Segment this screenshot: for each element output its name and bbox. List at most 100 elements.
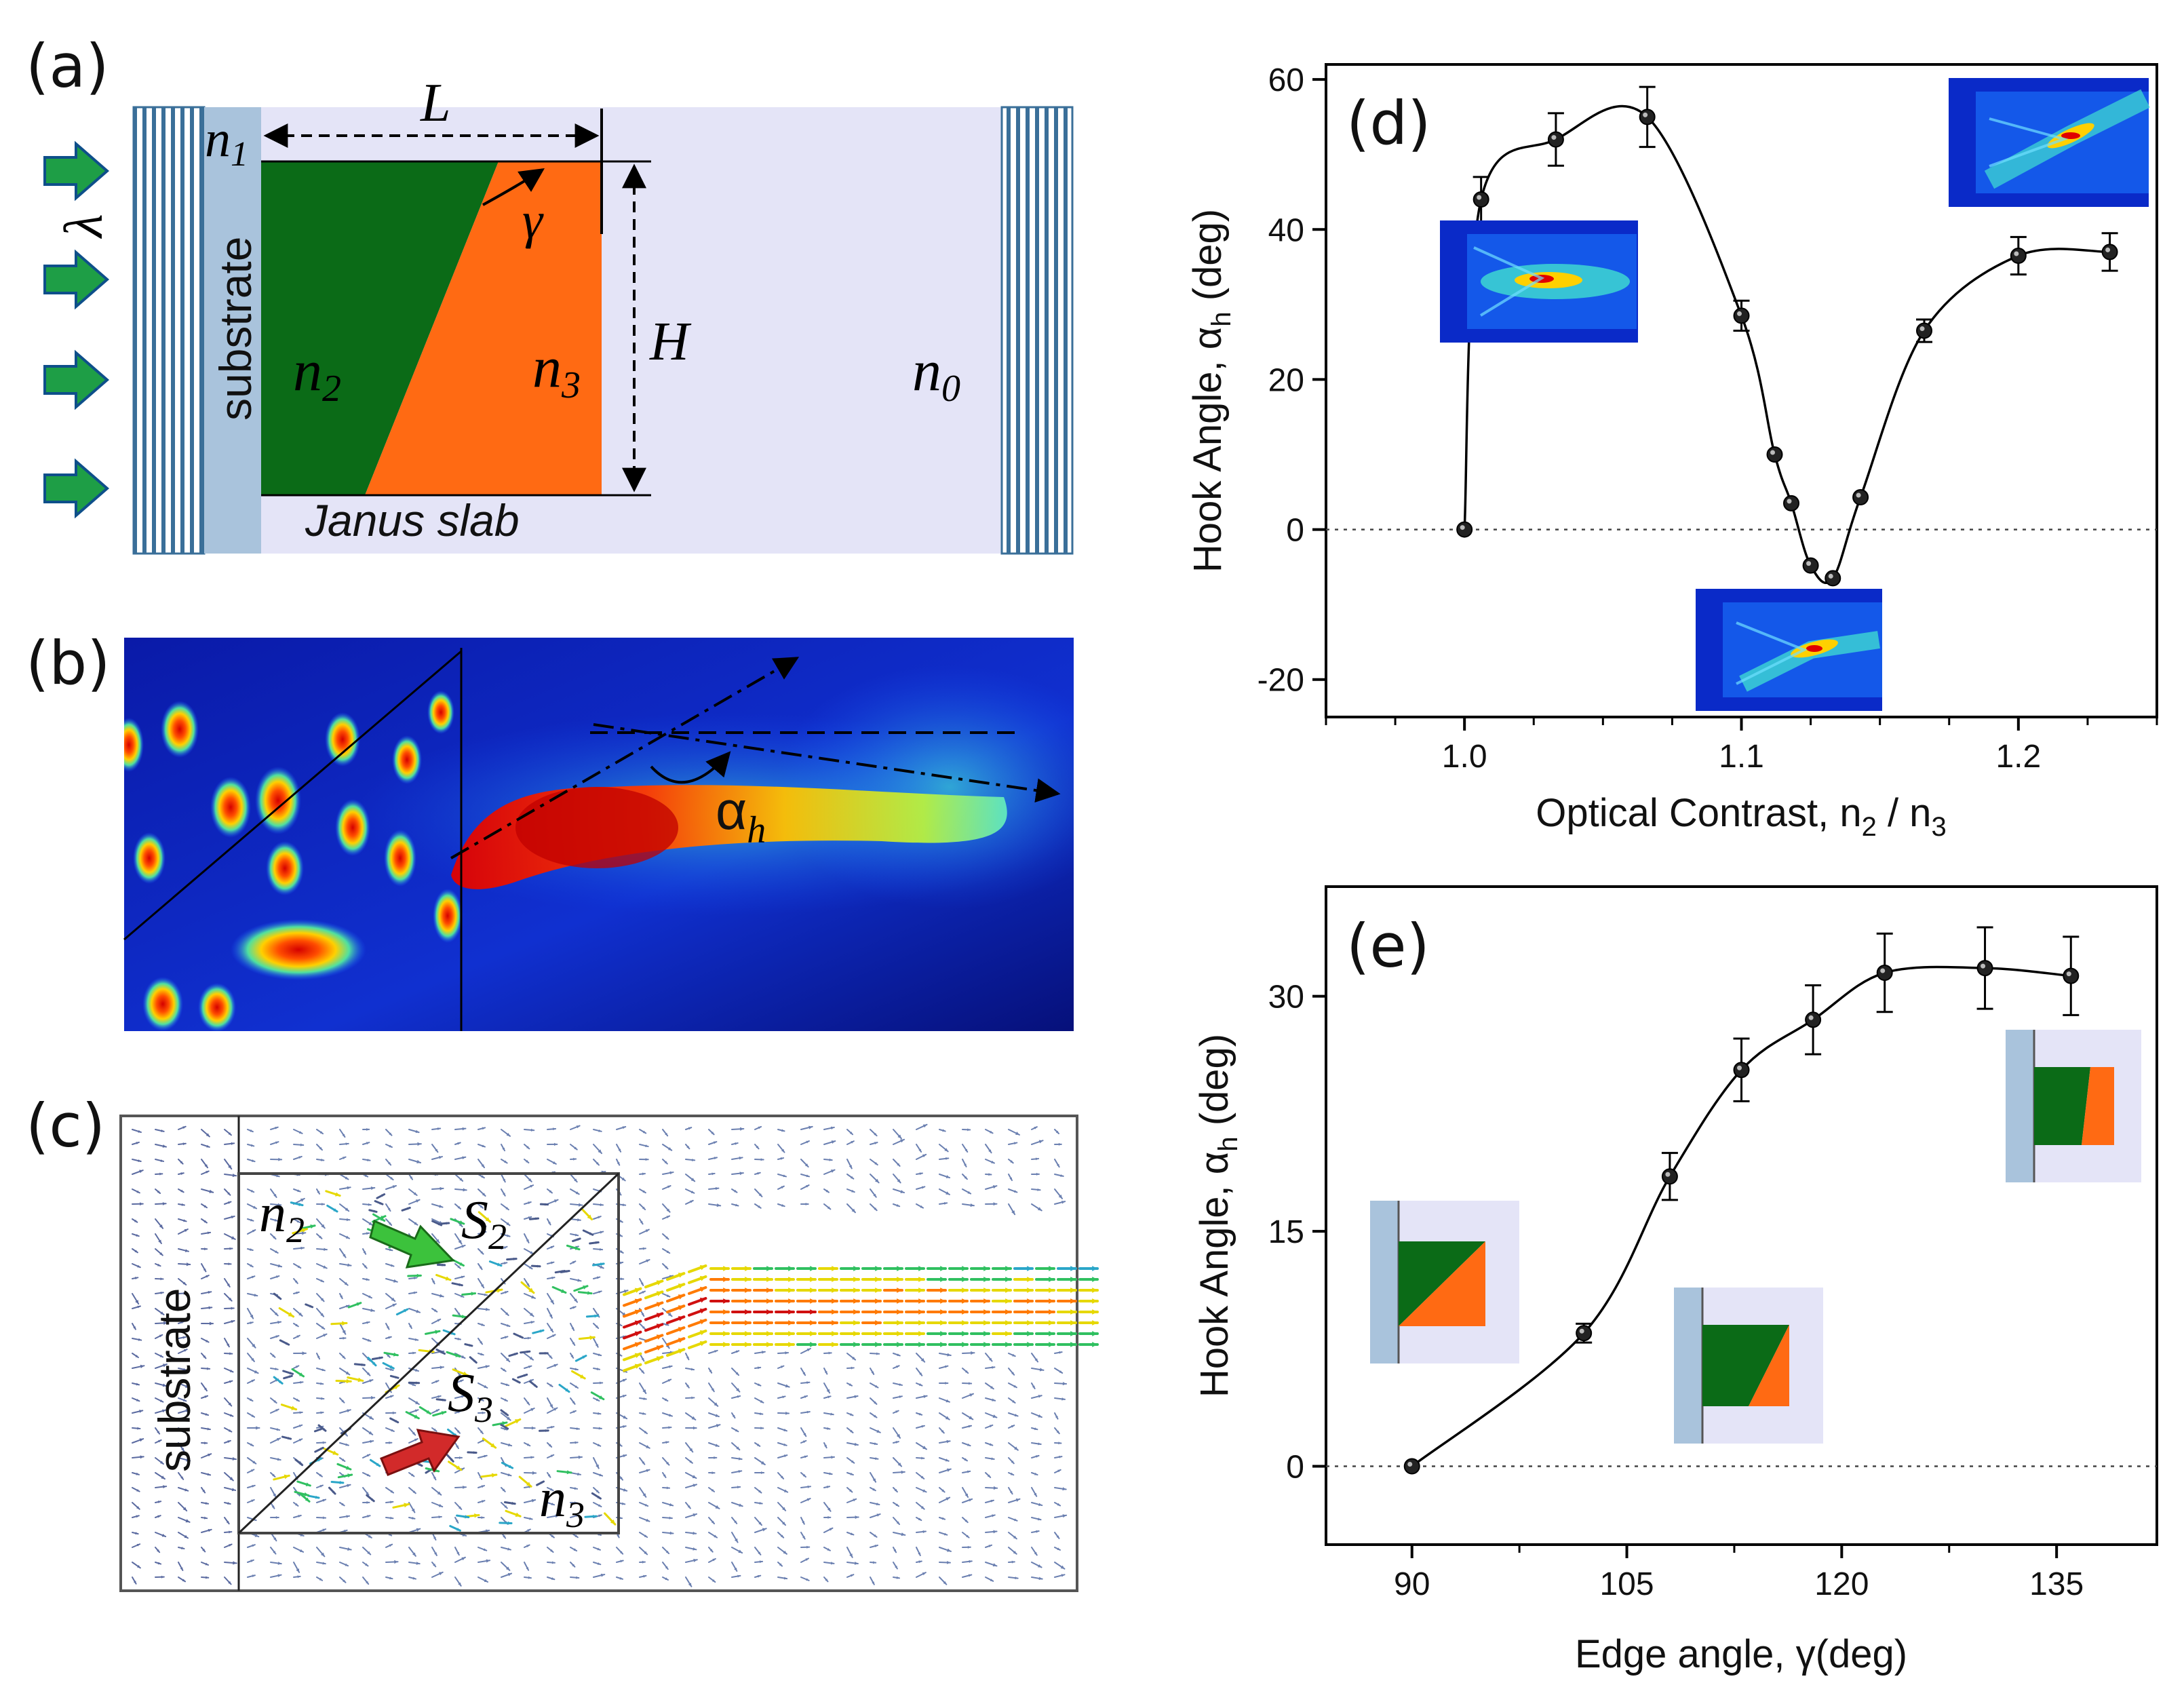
field-vector-head: [288, 1437, 291, 1440]
field-vector-head: [455, 1520, 459, 1523]
field-vector-head: [504, 1262, 507, 1265]
field-vector-head: [442, 1263, 445, 1266]
field-vector-head: [181, 1448, 184, 1452]
field-vector-head: [641, 1313, 644, 1317]
field-vector-head: [414, 1277, 417, 1280]
field-vector-head: [180, 1189, 184, 1193]
field-vector-head: [392, 1185, 396, 1188]
field-vector-head: [412, 1577, 416, 1580]
field-vector-head: [180, 1476, 184, 1479]
field-vector-head: [690, 1368, 695, 1371]
field-vector-head: [229, 1477, 233, 1481]
chart-d-data-point: [1852, 489, 1869, 506]
field-vector-head: [456, 1551, 459, 1555]
n2-label-c: n2: [259, 1184, 305, 1250]
janus-interface-line: [123, 650, 462, 941]
chart-e-data-point-highlight: [1665, 1172, 1671, 1177]
field-vector-head: [596, 1276, 600, 1279]
field-vector-head: [460, 1380, 463, 1382]
field-vector-head: [966, 1534, 969, 1538]
field-vector-head: [323, 1516, 326, 1520]
field-vector-head: [714, 1350, 718, 1353]
field-vector-head: [1012, 1353, 1015, 1357]
field-vector-head: [251, 1414, 255, 1417]
field-vector-head: [528, 1216, 532, 1219]
field-vector-head: [940, 1342, 945, 1347]
field-vector-head: [361, 1363, 365, 1366]
field-vector-head: [832, 1331, 837, 1336]
field-vector-head: [275, 1516, 279, 1520]
chart-d-data-point-highlight: [1806, 561, 1812, 566]
field-vector-head: [962, 1266, 967, 1271]
field-vector-head: [758, 1205, 761, 1208]
field-vector-head: [458, 1239, 462, 1244]
field-vector-head: [482, 1193, 486, 1197]
field-vector-head: [157, 1515, 161, 1518]
field-vector-head: [894, 1488, 897, 1492]
field-vector-head: [923, 1395, 927, 1399]
field-vector-head: [897, 1163, 900, 1166]
field-vector-head: [967, 1128, 971, 1132]
field-vector-head: [434, 1552, 437, 1555]
field-vector-head: [600, 1262, 604, 1266]
field-vector-head: [298, 1202, 303, 1206]
field-vector-head: [185, 1304, 189, 1308]
field-vector-head: [734, 1520, 737, 1524]
field-vector-head: [1027, 1266, 1032, 1271]
field-vector-head: [486, 1559, 490, 1563]
field-vector-head: [621, 1502, 625, 1505]
field-vector-head: [393, 1352, 398, 1357]
field-vector-head: [227, 1192, 231, 1195]
field-vector-head: [715, 1414, 719, 1417]
field-vector-head: [1062, 1382, 1067, 1386]
field-vector-head: [159, 1354, 163, 1357]
field-vector-head: [414, 1414, 419, 1418]
inset-geometry-1: [1370, 1201, 1519, 1363]
field-vector-head: [186, 1262, 191, 1266]
field-vector-head: [227, 1283, 230, 1287]
field-vector-head: [459, 1262, 464, 1266]
field-vector-head: [321, 1397, 324, 1400]
field-vector-head: [690, 1191, 695, 1193]
field-vector-head: [1056, 1430, 1059, 1434]
field-vector-head: [781, 1204, 785, 1207]
field-vector-head: [412, 1383, 416, 1386]
field-vector-head: [826, 1486, 830, 1489]
field-vector-head: [433, 1564, 436, 1567]
field-vector-head: [963, 1163, 967, 1167]
field-vector-head: [387, 1354, 390, 1357]
field-vector-head: [897, 1277, 902, 1282]
field-vector-head: [324, 1248, 327, 1252]
field-vector-head: [875, 1277, 880, 1282]
field-vector-head: [390, 1490, 394, 1493]
field-vector-head: [414, 1438, 418, 1442]
field-vector-head: [322, 1528, 326, 1532]
field-vector-head: [918, 1309, 924, 1315]
field-vector-head: [711, 1132, 714, 1135]
field-vector-head: [745, 1266, 750, 1271]
field-vector-head: [273, 1236, 276, 1239]
field-vector-head: [391, 1297, 395, 1302]
field-vector-head: [208, 1453, 212, 1457]
incident-arrow-icon: [43, 349, 110, 410]
field-vector-head: [734, 1538, 738, 1543]
field-vector-head: [526, 1545, 530, 1548]
field-vector-head: [872, 1488, 876, 1491]
field-vector-head: [277, 1321, 281, 1324]
field-vector-head: [617, 1162, 620, 1165]
field-vector-head: [663, 1474, 666, 1477]
field-vector-head: [229, 1247, 233, 1250]
field-vector-head: [1060, 1565, 1065, 1569]
field-vector-head: [1049, 1331, 1054, 1336]
field-vector-head: [806, 1348, 811, 1352]
slab-outline: [237, 1172, 620, 1534]
field-vector-head: [480, 1353, 484, 1356]
field-vector-head: [526, 1283, 530, 1287]
field-vector-head: [699, 1264, 706, 1271]
field-vector-head: [203, 1205, 208, 1208]
field-vector-head: [832, 1288, 837, 1293]
field-vector-head: [642, 1190, 646, 1193]
chart-d-data-point-highlight: [1828, 573, 1833, 579]
field-vector-head: [849, 1383, 853, 1386]
field-vector-head: [479, 1266, 482, 1270]
